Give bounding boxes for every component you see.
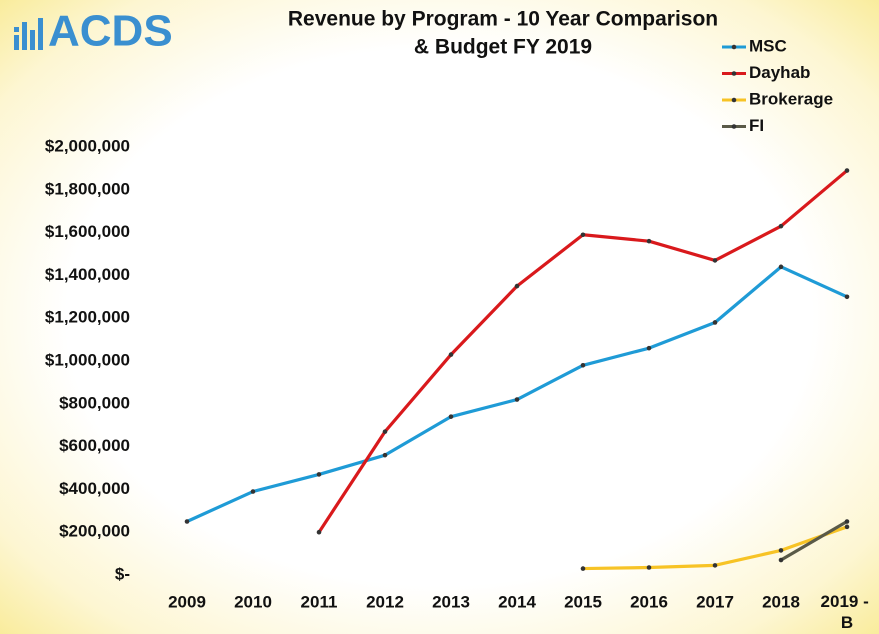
x-tick-label: 2010 — [234, 592, 272, 611]
line — [186, 265, 848, 523]
y-tick-label: $800,000 — [59, 393, 130, 412]
point — [646, 238, 652, 244]
legend-marker — [731, 71, 737, 76]
legend-label: Dayhab — [749, 63, 810, 82]
x-tick-label: 2016 — [630, 592, 668, 611]
point — [778, 557, 784, 563]
y-tick-label: $1,400,000 — [45, 265, 130, 284]
x-tick-label: 2017 — [696, 592, 734, 611]
point — [514, 397, 520, 402]
y-tick-label: $400,000 — [59, 479, 130, 498]
y-tick-label: $600,000 — [59, 436, 130, 455]
point — [712, 258, 718, 263]
x-tick-label: 2013 — [432, 592, 470, 611]
point — [844, 168, 850, 173]
point — [316, 472, 322, 477]
point — [448, 352, 454, 357]
x-tick-label: 2018 — [762, 592, 800, 611]
line — [780, 520, 848, 562]
point — [184, 519, 190, 524]
x-tick-label: 2015 — [564, 592, 602, 611]
logo-icon — [14, 18, 43, 50]
x-tick-label: 2014 — [498, 592, 536, 611]
y-tick-label: $1,000,000 — [45, 350, 130, 369]
point — [316, 529, 322, 535]
point — [580, 566, 586, 571]
point — [844, 519, 850, 524]
point — [778, 223, 784, 229]
point — [712, 320, 718, 325]
point — [580, 232, 586, 238]
y-tick-label: $1,200,000 — [45, 308, 130, 327]
line — [317, 169, 849, 534]
legend-marker — [731, 97, 737, 103]
point — [250, 489, 256, 494]
legend-label: FI — [749, 116, 764, 135]
chart-title: Revenue by Program - 10 Year Comparison — [288, 8, 718, 31]
point — [514, 283, 520, 289]
x-tick-label: 2019 - B — [821, 592, 874, 632]
y-tick-label: $1,800,000 — [45, 179, 130, 198]
legend-label: Brokerage — [749, 89, 833, 108]
y-tick-label: $200,000 — [59, 522, 130, 541]
legend-label: MSC — [749, 36, 787, 55]
legend-marker — [731, 124, 737, 129]
x-tick-label: 2011 — [301, 592, 338, 611]
point — [778, 548, 784, 553]
point — [646, 565, 652, 570]
point — [448, 414, 454, 419]
point — [712, 563, 718, 568]
point — [382, 452, 388, 458]
point — [580, 362, 586, 368]
point — [778, 264, 784, 270]
x-tick-label: 2012 — [366, 592, 404, 611]
y-tick-label: $2,000,000 — [45, 136, 130, 155]
point — [382, 429, 388, 434]
logo: ACDS — [48, 7, 173, 56]
legend-marker — [731, 44, 737, 50]
y-tick-label: $- — [115, 564, 130, 583]
x-tick-label: 2009 — [168, 592, 206, 611]
point — [844, 294, 850, 300]
y-tick-label: $1,600,000 — [45, 222, 130, 241]
point — [646, 345, 652, 351]
point — [844, 524, 850, 530]
chart-title: & Budget FY 2019 — [414, 36, 592, 59]
line — [582, 525, 848, 571]
